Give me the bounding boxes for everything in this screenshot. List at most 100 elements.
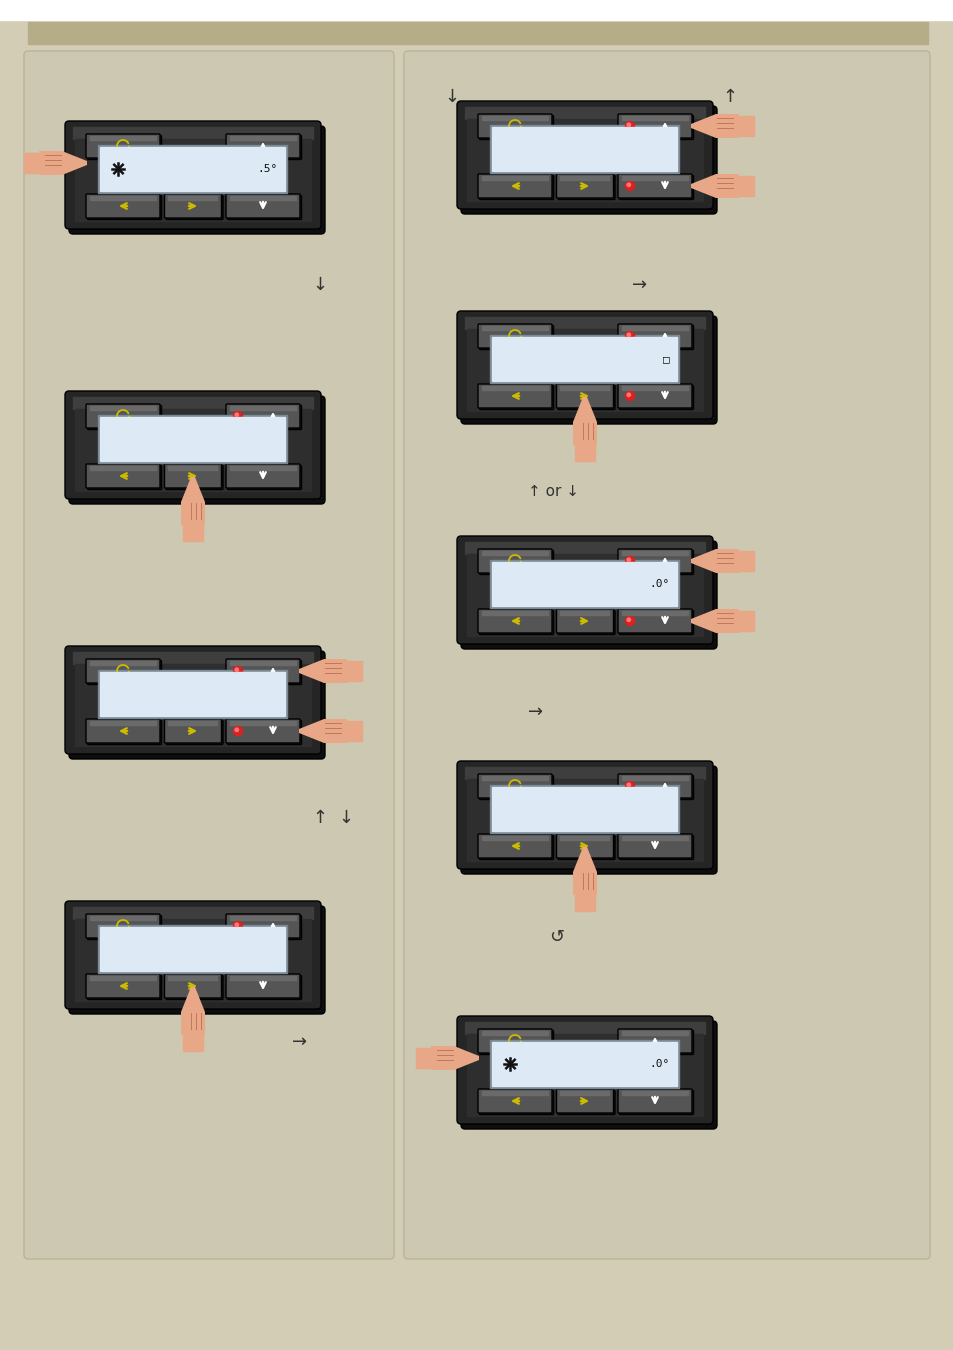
FancyBboxPatch shape — [456, 761, 712, 869]
Bar — [492, 1042, 677, 1085]
FancyBboxPatch shape — [88, 721, 161, 744]
Text: ↓: ↓ — [313, 275, 327, 294]
Polygon shape — [431, 1046, 478, 1071]
FancyBboxPatch shape — [226, 659, 299, 683]
Bar — [560, 1091, 609, 1095]
FancyBboxPatch shape — [460, 765, 717, 873]
Bar — [73, 652, 313, 664]
FancyBboxPatch shape — [166, 196, 223, 220]
Circle shape — [234, 413, 238, 417]
FancyBboxPatch shape — [65, 392, 320, 500]
Bar — [735, 116, 753, 136]
FancyBboxPatch shape — [227, 405, 301, 429]
FancyBboxPatch shape — [86, 194, 160, 217]
FancyBboxPatch shape — [477, 324, 552, 348]
Circle shape — [626, 393, 630, 397]
Circle shape — [625, 556, 634, 566]
FancyBboxPatch shape — [226, 464, 299, 487]
Circle shape — [626, 618, 630, 621]
Bar — [735, 551, 753, 571]
Bar — [560, 176, 609, 180]
FancyBboxPatch shape — [227, 135, 301, 159]
Circle shape — [625, 122, 634, 131]
FancyBboxPatch shape — [556, 834, 613, 859]
FancyBboxPatch shape — [456, 1017, 712, 1125]
Bar — [621, 1091, 687, 1095]
Bar — [560, 612, 609, 616]
Bar — [492, 338, 677, 381]
Circle shape — [626, 333, 630, 336]
Circle shape — [625, 332, 634, 340]
FancyBboxPatch shape — [556, 1089, 613, 1112]
Text: .0°: .0° — [649, 579, 669, 589]
Bar — [621, 386, 687, 390]
Bar — [73, 127, 313, 139]
Bar — [464, 767, 704, 779]
Circle shape — [233, 667, 242, 675]
Bar — [230, 976, 295, 980]
Bar — [481, 386, 547, 390]
FancyBboxPatch shape — [477, 609, 552, 633]
Bar — [344, 662, 361, 680]
Circle shape — [233, 412, 242, 420]
FancyBboxPatch shape — [86, 134, 160, 158]
Circle shape — [234, 668, 238, 671]
FancyBboxPatch shape — [558, 610, 615, 634]
FancyBboxPatch shape — [479, 836, 553, 860]
FancyBboxPatch shape — [558, 386, 615, 409]
Circle shape — [234, 923, 238, 926]
Polygon shape — [298, 720, 347, 743]
Bar — [230, 466, 295, 470]
FancyBboxPatch shape — [86, 404, 160, 428]
FancyBboxPatch shape — [226, 194, 299, 217]
FancyBboxPatch shape — [86, 973, 160, 998]
FancyBboxPatch shape — [227, 196, 301, 220]
Circle shape — [625, 617, 634, 625]
FancyBboxPatch shape — [618, 834, 691, 859]
FancyBboxPatch shape — [479, 610, 553, 634]
FancyBboxPatch shape — [227, 466, 301, 490]
Bar — [183, 522, 203, 541]
Circle shape — [626, 123, 630, 127]
Bar — [621, 176, 687, 180]
Bar — [735, 612, 753, 630]
Bar — [75, 919, 311, 1000]
FancyBboxPatch shape — [618, 836, 693, 860]
FancyBboxPatch shape — [227, 915, 301, 940]
Circle shape — [233, 922, 242, 930]
Bar — [490, 784, 679, 833]
Bar — [100, 417, 285, 460]
Bar — [98, 414, 287, 463]
Bar — [230, 662, 295, 666]
Bar — [490, 335, 679, 383]
Bar — [575, 892, 595, 911]
Circle shape — [625, 782, 634, 791]
FancyBboxPatch shape — [460, 541, 717, 649]
Bar — [464, 317, 704, 329]
FancyBboxPatch shape — [226, 973, 299, 998]
Bar — [24, 153, 42, 173]
Bar — [481, 836, 547, 840]
Bar — [621, 1031, 687, 1035]
Bar — [481, 1091, 547, 1095]
Bar — [735, 176, 753, 196]
FancyBboxPatch shape — [88, 976, 161, 999]
Bar — [230, 917, 295, 919]
FancyBboxPatch shape — [618, 609, 691, 633]
FancyBboxPatch shape — [226, 720, 299, 743]
FancyBboxPatch shape — [618, 1030, 693, 1054]
Bar — [464, 1022, 704, 1034]
FancyBboxPatch shape — [88, 405, 161, 429]
FancyBboxPatch shape — [618, 324, 691, 348]
FancyBboxPatch shape — [618, 113, 691, 138]
Bar — [467, 1034, 702, 1116]
FancyBboxPatch shape — [24, 51, 394, 1260]
Text: .0°: .0° — [649, 1058, 669, 1069]
Bar — [575, 443, 595, 460]
Bar — [467, 119, 702, 201]
Bar — [467, 554, 702, 636]
FancyBboxPatch shape — [477, 774, 552, 798]
Text: ↑: ↑ — [721, 88, 737, 107]
FancyBboxPatch shape — [477, 1029, 552, 1053]
FancyBboxPatch shape — [226, 914, 299, 938]
